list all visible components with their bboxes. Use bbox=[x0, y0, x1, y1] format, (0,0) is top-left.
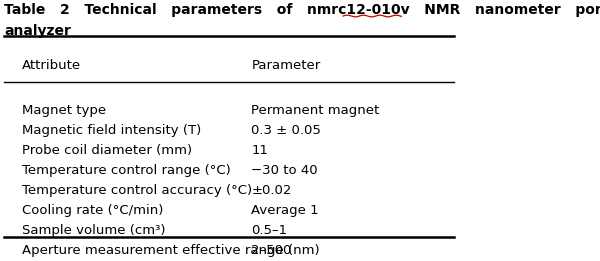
Text: Permanent magnet: Permanent magnet bbox=[251, 104, 380, 117]
Text: 2–500: 2–500 bbox=[251, 244, 292, 257]
Text: 11: 11 bbox=[251, 144, 268, 157]
Text: Sample volume (cm³): Sample volume (cm³) bbox=[22, 224, 166, 237]
Text: Table   2   Technical   parameters   of   nmrc12-010v   NMR   nanometer   pore: Table 2 Technical parameters of nmrc12-0… bbox=[4, 3, 600, 17]
Text: Aperture measurement effective range (nm): Aperture measurement effective range (nm… bbox=[22, 244, 320, 257]
Text: Attribute: Attribute bbox=[22, 59, 81, 72]
Text: ±0.02: ±0.02 bbox=[251, 184, 292, 197]
Text: 0.3 ± 0.05: 0.3 ± 0.05 bbox=[251, 124, 321, 137]
Text: −30 to 40: −30 to 40 bbox=[251, 164, 318, 177]
Text: Temperature control range (°C): Temperature control range (°C) bbox=[22, 164, 231, 177]
Text: Cooling rate (°C/min): Cooling rate (°C/min) bbox=[22, 204, 164, 217]
Text: 0.5–1: 0.5–1 bbox=[251, 224, 287, 237]
Text: Parameter: Parameter bbox=[251, 59, 320, 72]
Text: analyzer: analyzer bbox=[4, 24, 71, 38]
Text: Average 1: Average 1 bbox=[251, 204, 319, 217]
Text: Magnet type: Magnet type bbox=[22, 104, 106, 117]
Text: Temperature control accuracy (°C): Temperature control accuracy (°C) bbox=[22, 184, 252, 197]
Text: Probe coil diameter (mm): Probe coil diameter (mm) bbox=[22, 144, 192, 157]
Text: Magnetic field intensity (T): Magnetic field intensity (T) bbox=[22, 124, 202, 137]
